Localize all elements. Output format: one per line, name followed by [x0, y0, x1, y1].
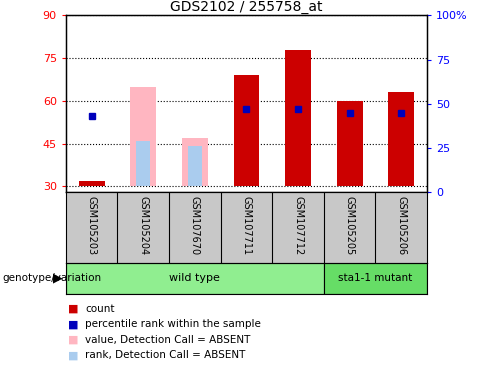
Text: ■: ■	[68, 319, 79, 329]
Text: GSM105204: GSM105204	[138, 195, 148, 255]
Text: GSM105206: GSM105206	[396, 195, 406, 255]
Text: genotype/variation: genotype/variation	[2, 273, 102, 283]
Text: GSM107711: GSM107711	[242, 195, 251, 255]
Text: GSM105203: GSM105203	[87, 195, 97, 255]
Text: percentile rank within the sample: percentile rank within the sample	[85, 319, 261, 329]
Bar	[188, 146, 202, 186]
Text: GSM107712: GSM107712	[293, 195, 303, 255]
Text: ■: ■	[68, 350, 79, 360]
Text: GSM105205: GSM105205	[345, 195, 355, 255]
Bar	[79, 180, 104, 186]
Bar	[130, 86, 156, 186]
Title: GDS2102 / 255758_at: GDS2102 / 255758_at	[170, 0, 323, 14]
Text: value, Detection Call = ABSENT: value, Detection Call = ABSENT	[85, 335, 251, 345]
Text: rank, Detection Call = ABSENT: rank, Detection Call = ABSENT	[85, 350, 246, 360]
Bar	[182, 138, 208, 186]
Text: count: count	[85, 304, 115, 314]
Bar	[66, 263, 324, 294]
Text: ■: ■	[68, 335, 79, 345]
Text: wild type: wild type	[169, 273, 220, 283]
Text: ■: ■	[68, 304, 79, 314]
Text: ▶: ▶	[53, 272, 62, 285]
Text: sta1-1 mutant: sta1-1 mutant	[338, 273, 412, 283]
Bar	[337, 101, 363, 186]
Bar	[324, 263, 427, 294]
Bar	[136, 141, 150, 186]
Bar	[388, 92, 414, 186]
Bar	[285, 50, 311, 186]
Bar	[234, 75, 259, 186]
Text: GSM107670: GSM107670	[190, 195, 200, 255]
